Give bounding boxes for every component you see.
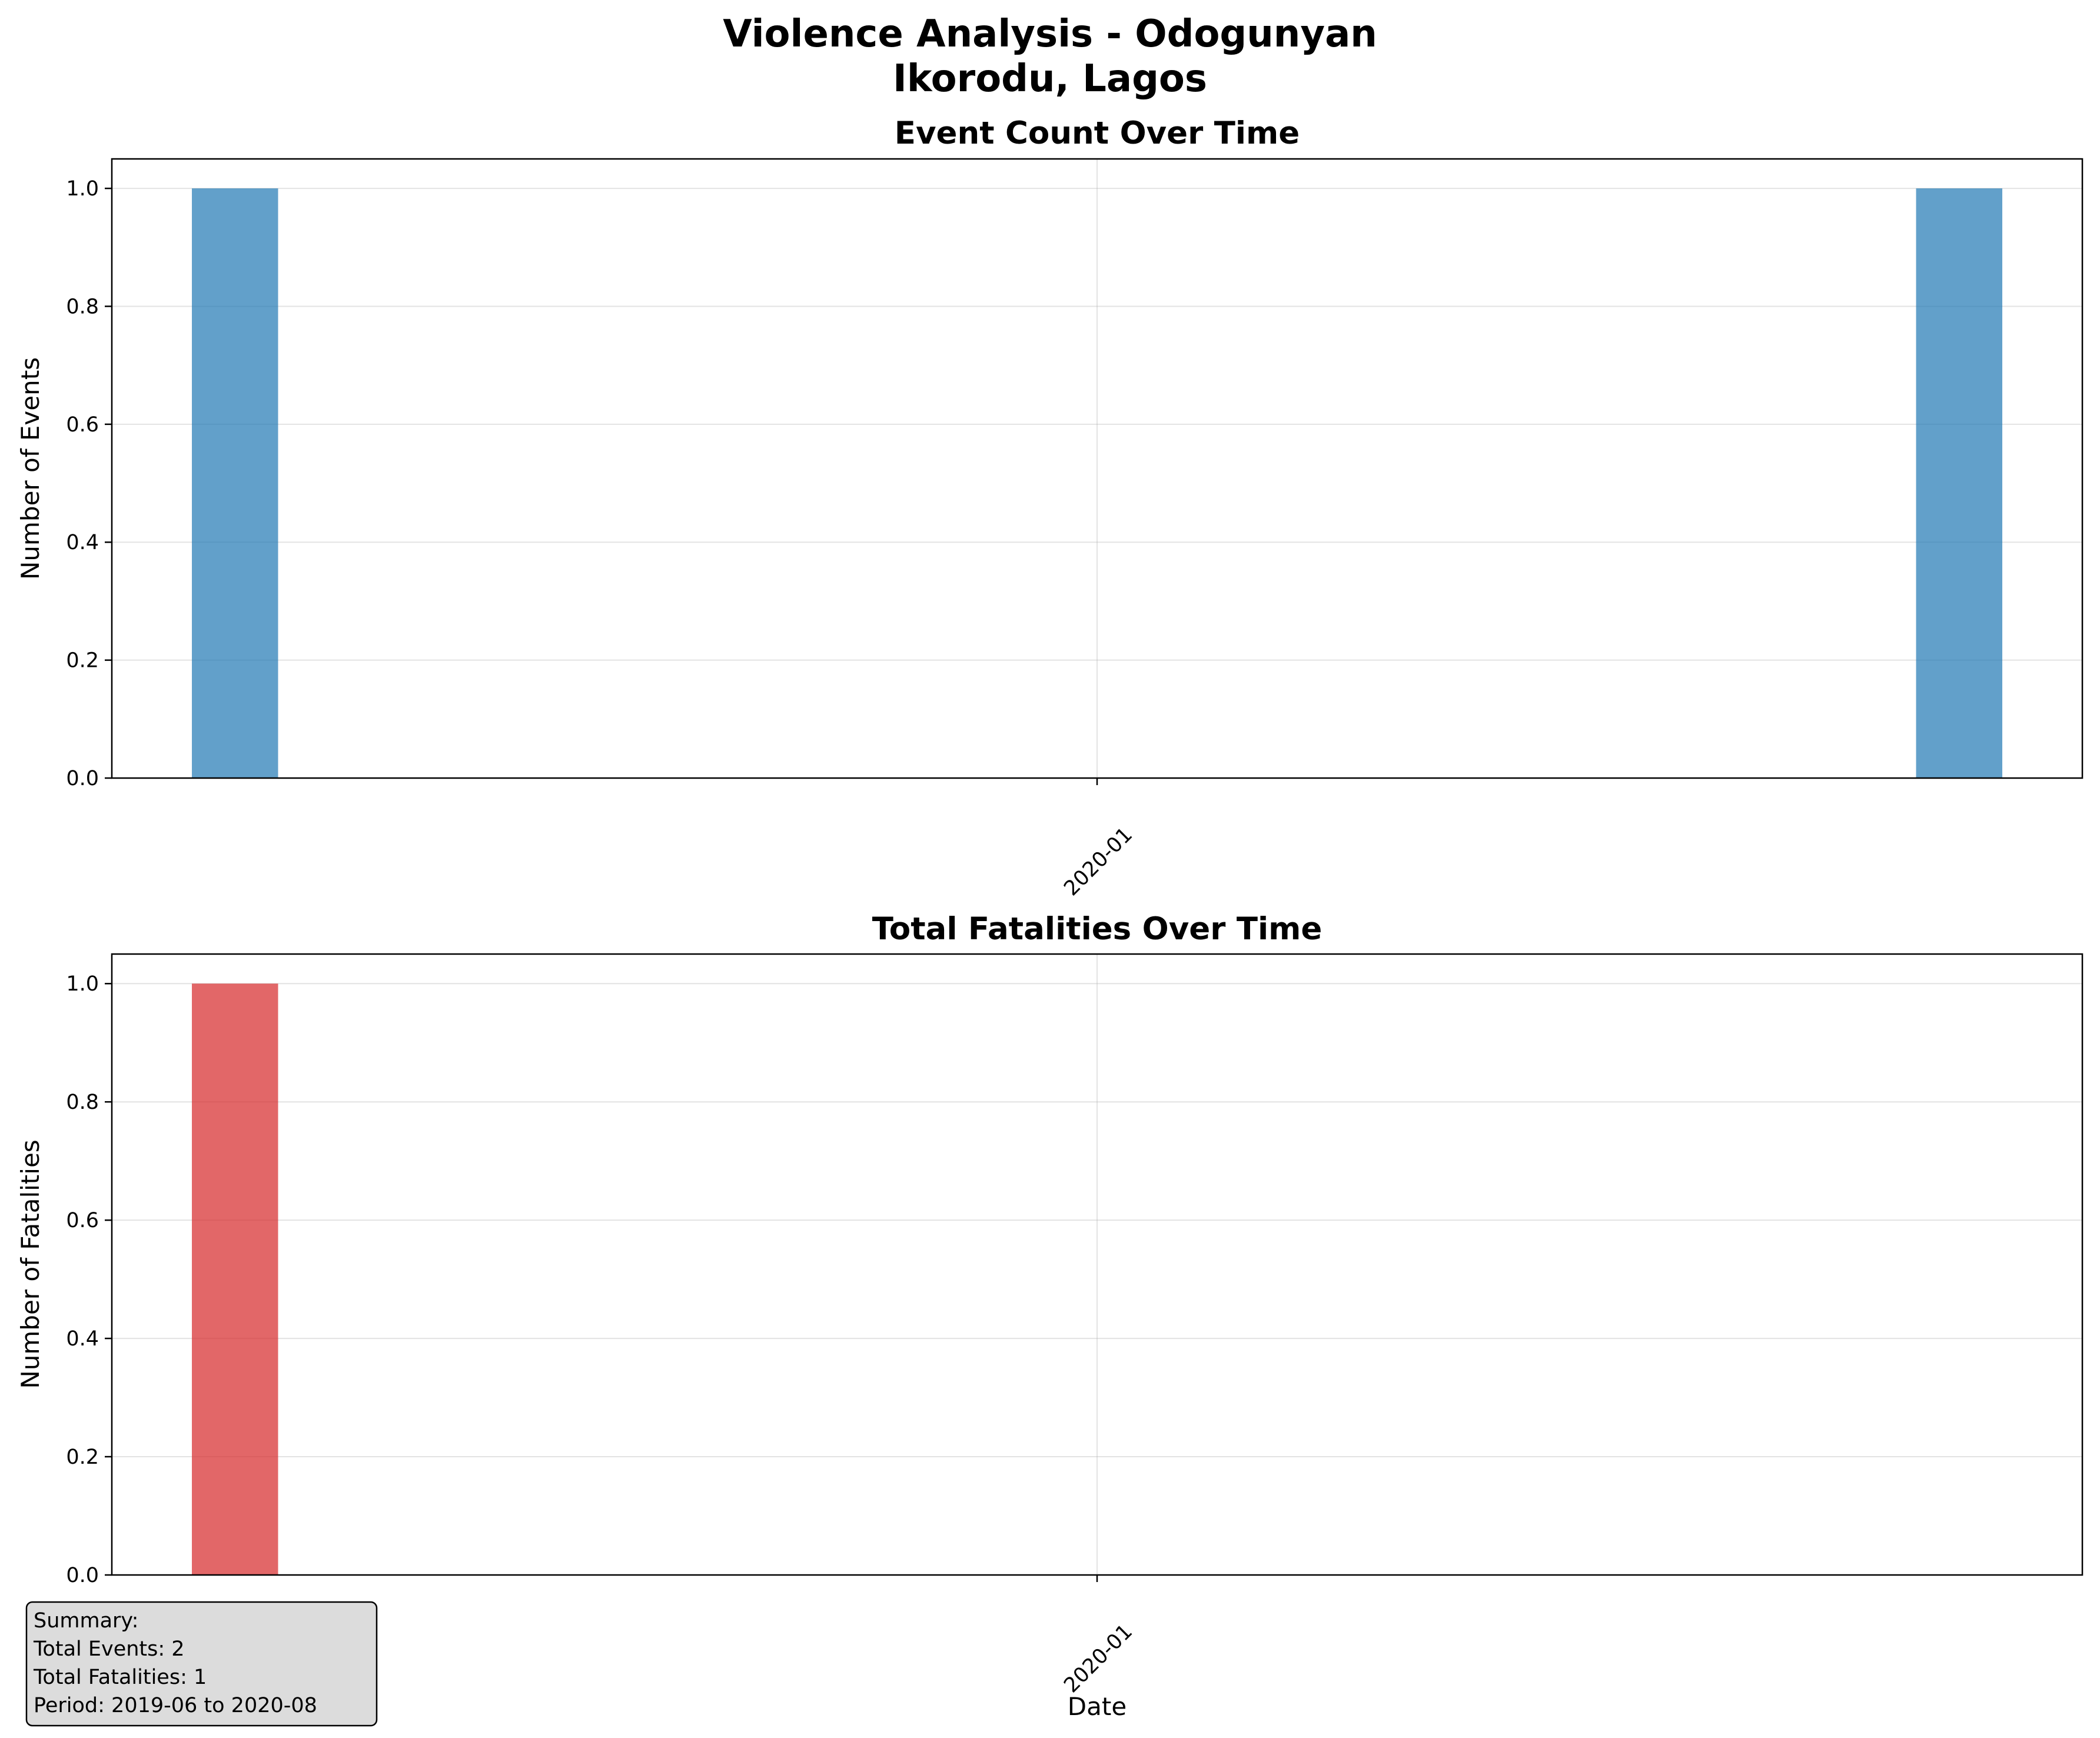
fatalities-y-axis-label: Number of Fatalities bbox=[16, 1139, 45, 1388]
event-count-y-tick-label: 0.8 bbox=[66, 295, 99, 318]
summary-box-background bbox=[25, 1601, 378, 1727]
event-count-bar bbox=[1916, 188, 2002, 779]
figure-title-line1: Violence Analysis - Odogunyan bbox=[723, 12, 1377, 56]
fatalities-title: Total Fatalities Over Time bbox=[872, 911, 1323, 947]
summary-heading: Summary: bbox=[34, 1609, 138, 1633]
fatalities-y-tick-label: 0.4 bbox=[66, 1327, 99, 1351]
figure-title-line2: Ikorodu, Lagos bbox=[893, 57, 1207, 101]
event-count-title: Event Count Over Time bbox=[895, 115, 1300, 151]
fatalities-bar bbox=[192, 983, 278, 1575]
event-count-y-tick-label: 0.6 bbox=[66, 413, 99, 437]
fatalities-y-tick-label: 0.8 bbox=[66, 1091, 99, 1114]
summary-total-events: Total Events: 2 bbox=[33, 1637, 185, 1661]
event-count-y-tick-label: 0.0 bbox=[66, 767, 99, 790]
event-count-y-tick-label: 1.0 bbox=[66, 177, 99, 201]
fatalities-axes-frame bbox=[111, 953, 2084, 1576]
fatalities-y-tick-label: 0.2 bbox=[66, 1445, 99, 1469]
event-count-y-tick-label: 0.2 bbox=[66, 649, 99, 673]
summary-box: Summary: Total Events: 2 Total Fatalitie… bbox=[25, 1601, 378, 1727]
event-count-y-axis-label: Number of Events bbox=[16, 357, 45, 580]
fatalities-y-tick-label: 1.0 bbox=[66, 972, 99, 996]
fatalities-subplot: Total Fatalities Over Time Number of Fat… bbox=[16, 911, 2084, 1721]
event-count-axes-frame bbox=[111, 158, 2084, 779]
fatalities-y-tick-label: 0.0 bbox=[66, 1564, 99, 1587]
summary-period: Period: 2019-06 to 2020-08 bbox=[34, 1694, 317, 1717]
event-count-y-tick-label: 0.4 bbox=[66, 531, 99, 554]
event-count-bar bbox=[192, 188, 278, 779]
event-count-subplot: Event Count Over Time Number of Events 0… bbox=[16, 115, 2084, 900]
fatalities-y-tick-label: 0.6 bbox=[66, 1209, 99, 1232]
summary-total-fatalities: Total Fatalities: 1 bbox=[33, 1666, 207, 1689]
fatalities-x-axis-label: Date bbox=[1068, 1692, 1127, 1721]
